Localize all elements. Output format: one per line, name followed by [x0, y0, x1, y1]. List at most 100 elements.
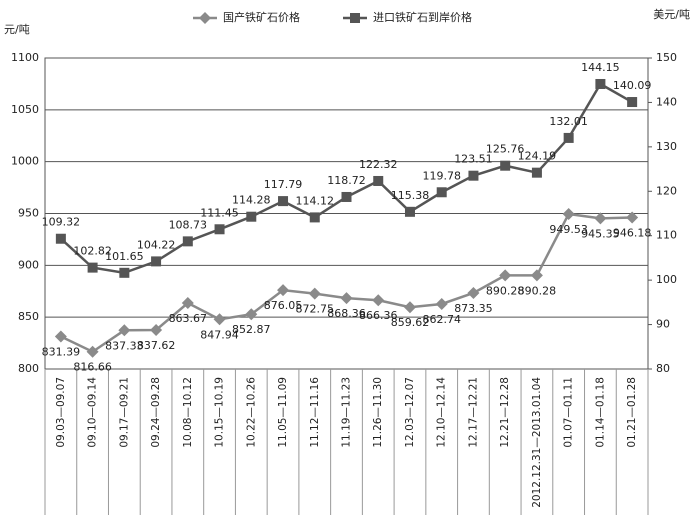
data-label: 144.15	[581, 61, 620, 74]
data-point	[563, 132, 574, 143]
x-tick-label: 01.21—01.28	[626, 377, 638, 448]
data-point	[341, 191, 352, 202]
x-tick-label: 12.21—12.28	[499, 377, 511, 448]
y2-tick-label: 80	[656, 362, 670, 375]
data-point	[530, 269, 543, 282]
data-label: 859.62	[391, 316, 430, 329]
x-tick-label: 01.14—01.18	[594, 377, 606, 448]
y2-tick-label: 130	[656, 140, 677, 153]
data-point	[435, 297, 448, 310]
x-tick-label: 11.05—11.09	[277, 377, 289, 448]
data-label: 132.01	[549, 115, 588, 128]
y-tick-label: 900	[18, 258, 39, 271]
y2-tick-label: 110	[656, 229, 677, 242]
y2-tick-label: 100	[656, 273, 677, 286]
y-tick-label: 850	[18, 310, 39, 323]
data-point	[214, 224, 225, 235]
y-axis-label: 元/吨	[4, 23, 30, 36]
data-point	[531, 167, 542, 178]
data-point	[404, 206, 415, 217]
data-label: 109.32	[42, 216, 81, 229]
x-tick-label: 01.07—01.11	[563, 377, 575, 448]
data-point	[340, 292, 353, 305]
y-tick-label: 1000	[11, 155, 39, 168]
y2-tick-label: 150	[656, 51, 677, 64]
y2-axis-label: 美元/吨	[653, 8, 690, 21]
data-point	[55, 233, 66, 244]
data-label: 945.35	[581, 227, 620, 240]
data-point	[246, 211, 257, 222]
data-label: 872.75	[296, 303, 335, 316]
x-tick-label: 12.03—12.07	[404, 377, 416, 448]
x-tick-label: 09.10—09.14	[87, 377, 99, 448]
x-tick-label: 12.17—12.21	[467, 377, 479, 448]
data-point	[626, 211, 639, 224]
data-point	[150, 324, 163, 337]
data-point	[467, 286, 480, 299]
y2-tick-label: 90	[656, 318, 670, 331]
data-label: 122.32	[359, 158, 398, 171]
data-point	[372, 294, 385, 307]
x-tick-label: 10.15—10.19	[214, 377, 226, 448]
data-label: 115.38	[391, 189, 430, 202]
data-label: 816.66	[73, 361, 112, 374]
data-point	[309, 212, 320, 223]
data-label: 123.51	[454, 153, 493, 166]
data-label: 946.18	[613, 226, 652, 239]
data-point	[86, 345, 99, 358]
data-label: 125.76	[486, 143, 525, 156]
data-label: 111.45	[200, 206, 239, 219]
legend-label: 国产铁矿石价格	[223, 10, 300, 24]
data-point	[118, 324, 131, 337]
data-point	[562, 207, 575, 220]
x-tick-label: 11.12—11.16	[309, 377, 321, 448]
y-tick-label: 1050	[11, 103, 39, 116]
data-point	[308, 287, 321, 300]
legend-marker	[350, 13, 360, 23]
data-point	[213, 313, 226, 326]
data-label: 837.62	[137, 339, 176, 352]
data-label: 118.72	[327, 174, 366, 187]
data-label: 117.79	[264, 178, 303, 191]
data-label: 863.67	[169, 312, 208, 325]
x-tick-label: 09.03—09.07	[55, 377, 67, 448]
data-point	[54, 330, 67, 343]
legend-marker	[199, 12, 211, 24]
data-point	[277, 284, 290, 297]
data-label: 114.12	[296, 194, 335, 207]
data-label: 837.33	[105, 339, 144, 352]
data-label: 890.28	[518, 284, 557, 297]
y2-tick-label: 140	[656, 95, 677, 108]
data-label: 124.19	[518, 150, 557, 163]
data-point	[595, 78, 606, 89]
data-label: 873.35	[454, 302, 493, 315]
data-label: 866.36	[359, 309, 398, 322]
data-point	[403, 301, 416, 314]
data-point	[181, 296, 194, 309]
x-tick-label: 11.26—11.30	[372, 377, 384, 448]
data-label: 852.87	[232, 323, 271, 336]
legend-label: 进口铁矿石到岸价格	[373, 10, 472, 24]
x-tick-label: 09.17—09.21	[118, 377, 130, 448]
data-point	[627, 97, 638, 108]
data-point	[436, 187, 447, 198]
data-label: 876.05	[264, 299, 303, 312]
data-label: 119.78	[422, 169, 461, 182]
data-label: 847.94	[200, 328, 239, 341]
data-point	[500, 160, 511, 171]
data-label: 102.82	[73, 245, 112, 258]
data-label: 140.09	[613, 79, 652, 92]
x-tick-label: 11.19—11.23	[341, 377, 353, 448]
data-point	[151, 256, 162, 267]
y-tick-label: 1100	[11, 51, 39, 64]
data-label: 868.36	[327, 307, 366, 320]
y-tick-label: 800	[18, 362, 39, 375]
data-label: 862.74	[422, 313, 461, 326]
data-label: 831.39	[42, 345, 81, 358]
data-label: 114.28	[232, 194, 271, 207]
data-point	[245, 308, 258, 321]
x-tick-label: 09.24—09.28	[150, 377, 162, 448]
data-point	[278, 196, 289, 207]
data-label: 949.53	[549, 223, 588, 236]
